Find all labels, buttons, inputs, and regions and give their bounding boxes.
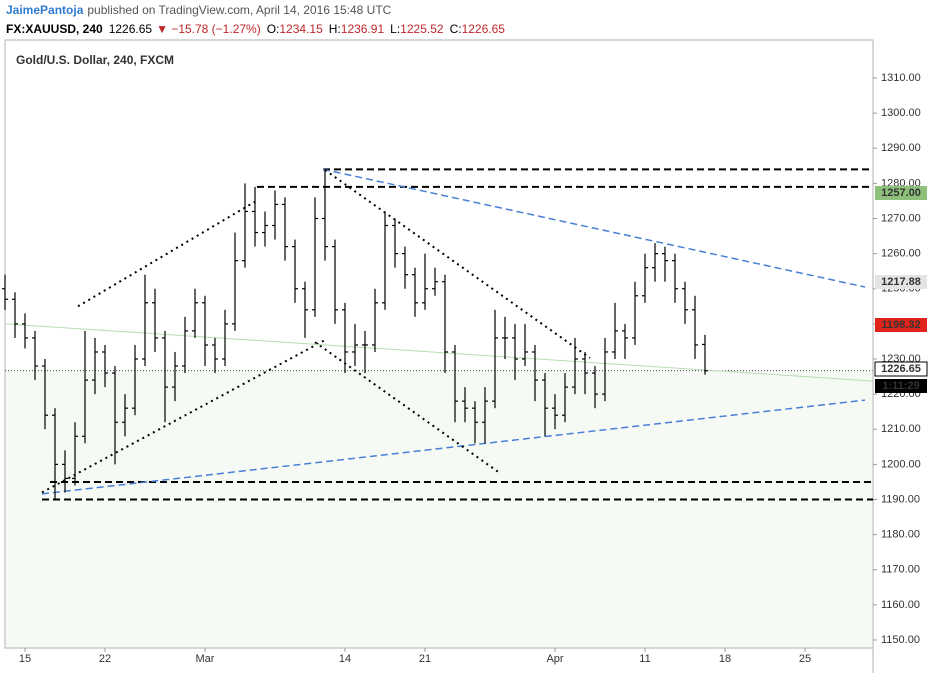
x-tick-label: 15 xyxy=(19,653,31,665)
x-tick-label: 14 xyxy=(339,653,351,665)
symbol: FX:XAUUSD, 240 xyxy=(6,22,103,36)
change: ▼ −15.78 (−1.27%) xyxy=(156,22,261,36)
y-tick-label: 1310.00 xyxy=(881,72,921,84)
ohlc-value: 1236.91 xyxy=(341,22,385,36)
ohlc-label: H: xyxy=(329,22,341,36)
ohlc-value: 1226.65 xyxy=(462,22,506,36)
x-tick-label: 22 xyxy=(99,653,111,665)
x-tick-label: Mar xyxy=(196,653,215,665)
ohlc-value: 1225.52 xyxy=(400,22,444,36)
x-tick-label: 11 xyxy=(639,653,650,665)
y-tick-label: 1190.00 xyxy=(881,493,920,505)
last-price-area xyxy=(6,370,872,647)
x-tick-label: 18 xyxy=(719,653,731,665)
y-tick-label: 1300.00 xyxy=(881,107,921,119)
ohlc-label: C: xyxy=(450,22,462,36)
author[interactable]: JaimePantoja xyxy=(6,3,84,17)
last: 1226.65 xyxy=(109,22,153,36)
price-label-box xyxy=(875,379,927,393)
price-label: 1217.88 xyxy=(881,276,921,288)
y-tick-label: 1170.00 xyxy=(881,564,920,576)
x-tick-label: 25 xyxy=(799,653,811,665)
y-tick-label: 1260.00 xyxy=(881,248,921,260)
price-label-box xyxy=(875,275,927,289)
y-tick-label: 1290.00 xyxy=(881,142,921,154)
price-label-box xyxy=(875,318,927,332)
y-tick-label: 1210.00 xyxy=(881,423,921,435)
drawing xyxy=(77,199,259,308)
price-label-box xyxy=(874,361,928,377)
y-tick-label: 1270.00 xyxy=(881,212,921,224)
drawing xyxy=(41,399,866,495)
drawing xyxy=(322,168,866,288)
y-tick-label: 1200.00 xyxy=(881,458,921,470)
y-tick-label: 1150.00 xyxy=(881,634,920,646)
ohlc-value: 1234.15 xyxy=(279,22,323,36)
price-label-box xyxy=(875,186,927,200)
y-tick-label: 1160.00 xyxy=(881,599,920,611)
byline-text: published on TradingView.com, April 14, … xyxy=(87,3,391,17)
y-tick-label: 1180.00 xyxy=(881,529,920,541)
price-label: 1257.00 xyxy=(881,187,921,199)
x-tick-label: 21 xyxy=(419,653,431,665)
price-label: 1:11:29 xyxy=(882,380,919,392)
drawing xyxy=(324,169,591,359)
chart-title: Gold/U.S. Dollar, 240, FXCM xyxy=(16,53,174,67)
byline: JaimePantoja published on TradingView.com… xyxy=(6,3,392,17)
quote-line: FX:XAUUSD, 240 1226.65 ▼ −15.78 (−1.27%) O:… xyxy=(6,22,505,36)
ohlc-label: O: xyxy=(267,22,280,36)
price-label: 1198.32 xyxy=(881,319,920,331)
drawing xyxy=(4,323,874,382)
ohlc-label: L: xyxy=(390,22,400,36)
x-tick-label: Apr xyxy=(546,653,563,665)
drawing xyxy=(314,341,501,474)
price-label: 1226.65 xyxy=(881,363,921,375)
